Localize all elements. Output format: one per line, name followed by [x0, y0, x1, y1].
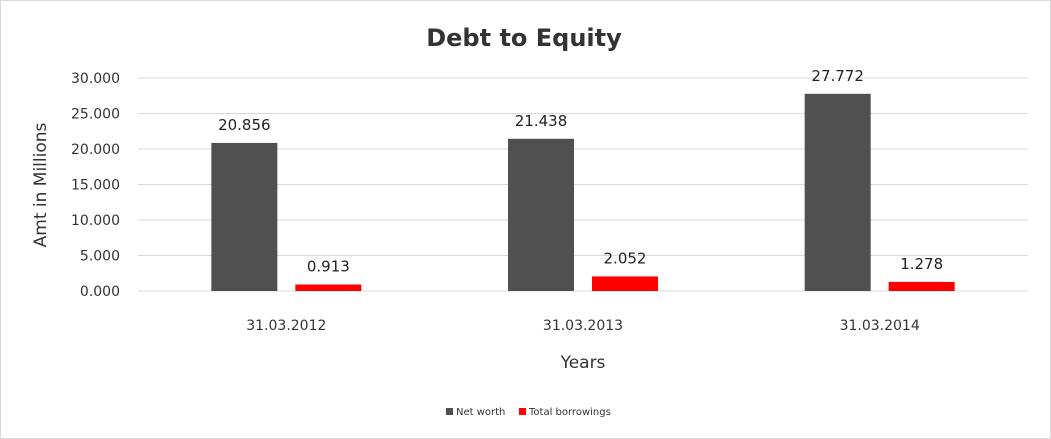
y-tick-label: 5.000 — [80, 249, 120, 265]
y-tick-label: 25.000 — [71, 107, 120, 123]
legend-swatch — [519, 408, 526, 415]
y-axis-ticks: 0.000 5.000 10.000 15.000 20.000 25.000 30.000 — [71, 71, 120, 300]
x-tick-label: 31.03.2012 — [246, 318, 326, 334]
bar-net-worth — [508, 138, 574, 291]
bar-total-borrowings — [295, 284, 362, 291]
x-tick-label: 31.03.2013 — [543, 318, 623, 334]
chart-title: Debt to Equity — [426, 24, 622, 52]
legend-swatch — [446, 408, 453, 415]
data-label: 20.856 — [218, 116, 271, 134]
legend-label: Total borrowings — [528, 407, 611, 418]
legend: Net worth Total borrowings — [446, 407, 611, 418]
bar-net-worth — [211, 142, 278, 291]
y-axis-title: Amt in Millions — [31, 122, 51, 247]
gridlines — [138, 77, 1028, 292]
y-tick-label: 10.000 — [71, 213, 120, 229]
x-tick-label: 31.03.2014 — [840, 318, 920, 334]
data-label: 21.438 — [515, 112, 568, 130]
y-tick-label: 30.000 — [71, 71, 120, 87]
y-tick-label: 15.000 — [71, 178, 120, 194]
bar-total-borrowings — [888, 281, 955, 291]
y-tick-label: 0.000 — [80, 284, 120, 300]
data-label: 27.772 — [811, 67, 864, 85]
bars: 20.856 0.913 21.438 2.052 27.772 1.278 — [211, 67, 955, 291]
data-label: 0.913 — [307, 258, 350, 276]
bar-net-worth — [804, 93, 871, 291]
data-label: 2.052 — [604, 249, 647, 267]
y-tick-label: 20.000 — [71, 142, 120, 158]
data-label: 1.278 — [900, 255, 943, 273]
bar-total-borrowings — [592, 276, 658, 291]
x-axis-title: Years — [560, 353, 606, 373]
x-axis-ticks: 31.03.2012 31.03.2013 31.03.2014 — [246, 318, 920, 334]
legend-label: Net worth — [456, 407, 505, 418]
